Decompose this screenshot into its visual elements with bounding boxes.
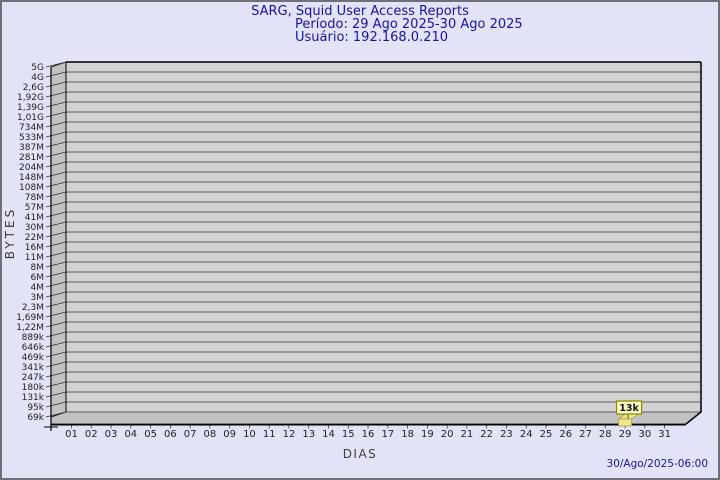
svg-text:01: 01 [65, 429, 78, 440]
report-period: Período: 29 Ago 2025-30 Ago 2025 [295, 17, 523, 32]
svg-text:1,22M: 1,22M [16, 323, 44, 333]
svg-text:5G: 5G [31, 63, 44, 73]
svg-text:15: 15 [342, 429, 355, 440]
svg-text:07: 07 [184, 429, 197, 440]
svg-text:2,6G: 2,6G [23, 83, 44, 93]
svg-text:26: 26 [559, 429, 572, 440]
chart-floor [50, 411, 703, 425]
svg-text:57M: 57M [25, 203, 44, 213]
bar-value-callout [615, 400, 643, 415]
svg-text:30M: 30M [25, 223, 44, 233]
floor-right-edge [685, 411, 702, 425]
svg-text:03: 03 [105, 429, 118, 440]
svg-text:16: 16 [362, 429, 375, 440]
svg-text:14: 14 [322, 429, 335, 440]
svg-text:281M: 281M [19, 153, 44, 163]
data-bars: 13k [615, 400, 643, 427]
y-tick-labels: 5G4G2,6G1,92G1,39G1,01G734M533M387M281M2… [16, 63, 45, 423]
svg-text:12: 12 [283, 429, 296, 440]
svg-text:22M: 22M [25, 233, 44, 243]
svg-text:3M: 3M [31, 293, 45, 303]
svg-text:24: 24 [520, 429, 533, 440]
svg-text:469k: 469k [22, 353, 45, 363]
svg-text:69k: 69k [27, 413, 44, 423]
svg-text:148M: 148M [19, 173, 44, 183]
svg-text:108M: 108M [19, 183, 44, 193]
x-tick-labels: 01 02 03 04 05 06 07 08 09 10 11 12 13 14 15 16 17 18 19 20… [65, 425, 671, 440]
svg-text:95k: 95k [27, 403, 44, 413]
svg-text:08: 08 [204, 429, 217, 440]
svg-text:28: 28 [599, 429, 612, 440]
svg-text:341k: 341k [22, 363, 45, 373]
svg-text:25: 25 [540, 429, 553, 440]
svg-text:17: 17 [381, 429, 394, 440]
svg-text:30: 30 [638, 429, 651, 440]
svg-text:11: 11 [263, 429, 276, 440]
svg-text:31: 31 [658, 429, 671, 440]
bar-value-label: 13k [619, 403, 639, 414]
svg-text:131k: 131k [22, 393, 45, 403]
svg-text:2,3M: 2,3M [22, 303, 44, 313]
svg-text:1,01G: 1,01G [17, 113, 44, 123]
svg-text:1,69M: 1,69M [16, 313, 44, 323]
svg-text:04: 04 [124, 429, 137, 440]
svg-text:02: 02 [85, 429, 98, 440]
bar-front-face [618, 418, 632, 427]
svg-text:1,92G: 1,92G [17, 93, 44, 103]
svg-text:889k: 889k [22, 333, 45, 343]
svg-text:41M: 41M [25, 213, 44, 223]
svg-text:16M: 16M [25, 243, 44, 253]
svg-text:18: 18 [401, 429, 414, 440]
svg-text:734M: 734M [19, 123, 44, 133]
svg-text:247k: 247k [22, 373, 45, 383]
x-axis-title: DIAS [342, 447, 378, 461]
svg-text:1,39G: 1,39G [17, 103, 44, 113]
svg-text:09: 09 [223, 429, 236, 440]
svg-text:6M: 6M [31, 273, 45, 283]
y-gridlines [45, 61, 701, 418]
svg-text:180k: 180k [22, 383, 45, 393]
svg-text:13: 13 [302, 429, 315, 440]
svg-text:533M: 533M [19, 133, 44, 143]
report-user: Usuário: 192.168.0.210 [295, 30, 449, 45]
svg-text:20: 20 [441, 429, 454, 440]
svg-text:27: 27 [579, 429, 592, 440]
svg-text:22: 22 [480, 429, 493, 440]
svg-text:23: 23 [500, 429, 513, 440]
generated-timestamp: 30/Ago/2025-06:00 [606, 458, 708, 470]
chart-plot-area [66, 62, 701, 412]
svg-text:29: 29 [619, 429, 632, 440]
svg-text:4M: 4M [31, 283, 45, 293]
svg-text:05: 05 [144, 429, 157, 440]
svg-text:646k: 646k [22, 343, 45, 353]
svg-text:10: 10 [243, 429, 256, 440]
svg-text:4G: 4G [31, 73, 44, 83]
svg-text:21: 21 [461, 429, 474, 440]
svg-text:8M: 8M [31, 263, 45, 273]
svg-text:11M: 11M [25, 253, 44, 263]
page-title: SARG, Squid User Access Reports [251, 4, 469, 19]
svg-text:19: 19 [421, 429, 434, 440]
svg-text:06: 06 [164, 429, 177, 440]
svg-text:204M: 204M [19, 163, 44, 173]
svg-text:387M: 387M [19, 143, 44, 153]
svg-text:78M: 78M [25, 193, 44, 203]
